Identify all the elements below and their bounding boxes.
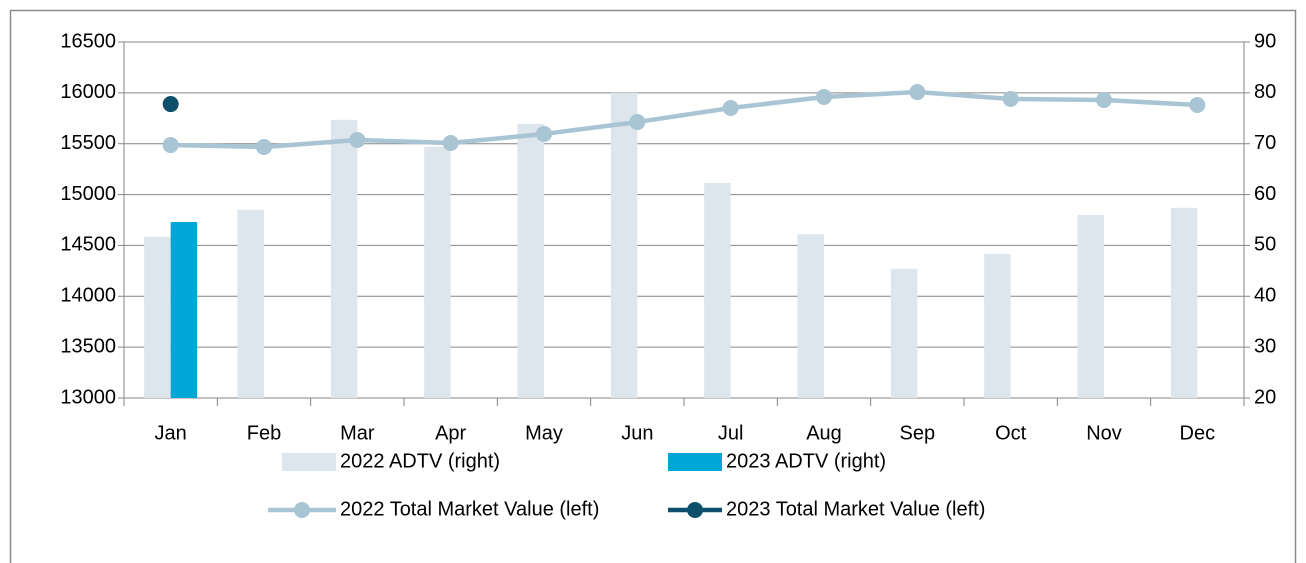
marker — [349, 131, 366, 148]
x-tick-label: Jan — [155, 422, 187, 444]
legend-swatch — [282, 453, 336, 471]
line — [170, 89, 1198, 150]
legend-label: 2022 ADTV (right) — [340, 450, 500, 472]
marker — [536, 125, 552, 142]
x-tick-label: Aug — [806, 422, 842, 444]
marker — [1096, 91, 1112, 108]
marker — [256, 138, 272, 155]
x-tick-label: Oct — [995, 422, 1027, 444]
y-tick-label: 13500 — [60, 335, 116, 357]
x-tick-label: Jun — [621, 422, 653, 444]
y2-tick-label: 90 — [1254, 30, 1276, 52]
y-tick-label: 14000 — [60, 285, 116, 307]
y2-tick-label: 40 — [1254, 285, 1276, 307]
y-tick-label: 15000 — [60, 183, 116, 205]
bar — [890, 268, 918, 398]
bar — [517, 123, 544, 398]
x-tick-label: Feb — [247, 422, 281, 444]
marker — [162, 137, 179, 154]
y-tick-label: 16500 — [60, 30, 116, 52]
legend-swatch — [668, 453, 722, 471]
marker — [1002, 90, 1019, 107]
y2-tick-label: 80 — [1254, 81, 1276, 103]
marker — [816, 89, 832, 106]
bar — [237, 209, 264, 398]
bar — [170, 222, 198, 398]
legend-marker — [687, 502, 703, 518]
bar — [984, 254, 1011, 398]
x-tick-label: Sep — [900, 422, 936, 444]
y-tick-label: 15500 — [60, 132, 116, 154]
marker — [442, 135, 459, 152]
y-tick-label: 13000 — [60, 386, 116, 408]
bar — [704, 182, 731, 398]
chart-border — [9, 9, 1297, 563]
marker — [629, 114, 646, 131]
y2-tick-label: 60 — [1254, 183, 1276, 205]
x-tick-label: Dec — [1180, 422, 1216, 444]
y-tick-label: 14500 — [60, 234, 116, 256]
bar — [424, 146, 451, 398]
y2-tick-label: 50 — [1254, 234, 1276, 256]
marker — [909, 84, 926, 101]
legend-label: 2023 ADTV (right) — [726, 450, 886, 472]
bar — [144, 236, 171, 398]
y2-tick-label: 30 — [1254, 335, 1276, 357]
marker — [722, 100, 739, 117]
bar — [330, 119, 358, 398]
legend-label: 2022 Total Market Value (left) — [340, 498, 599, 520]
x-tick-label: Mar — [340, 422, 375, 444]
x-tick-label: Apr — [435, 422, 466, 444]
bar — [610, 92, 638, 398]
x-tick-label: Jul — [718, 422, 744, 444]
x-tick-label: Nov — [1086, 422, 1122, 444]
y2-tick-label: 20 — [1254, 386, 1276, 408]
bar — [1077, 214, 1104, 398]
y2-tick-label: 70 — [1254, 132, 1276, 154]
legend-marker — [294, 502, 310, 518]
marker — [1189, 96, 1206, 113]
marker — [162, 96, 179, 113]
bar — [797, 234, 824, 398]
legend-label: 2023 Total Market Value (left) — [726, 498, 985, 520]
x-tick-label: May — [525, 422, 563, 444]
bar — [1170, 207, 1198, 398]
y-tick-label: 16000 — [60, 81, 116, 103]
